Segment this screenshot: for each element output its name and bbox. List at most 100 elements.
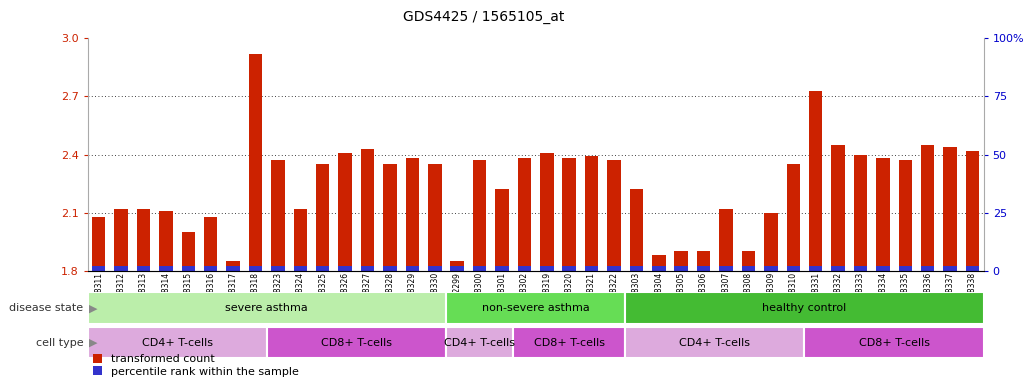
Text: CD8+ T-cells: CD8+ T-cells xyxy=(534,338,605,348)
Bar xyxy=(294,266,307,271)
Bar xyxy=(88,293,446,324)
Bar xyxy=(764,213,778,271)
Text: CD8+ T-cells: CD8+ T-cells xyxy=(321,338,391,348)
Bar xyxy=(428,164,442,271)
Text: CD8+ T-cells: CD8+ T-cells xyxy=(859,338,929,348)
Text: healthy control: healthy control xyxy=(762,303,847,313)
Text: severe asthma: severe asthma xyxy=(226,303,308,313)
Bar xyxy=(943,147,957,271)
Text: non-severe asthma: non-severe asthma xyxy=(482,303,589,313)
Bar xyxy=(360,266,374,271)
Bar xyxy=(518,159,531,271)
Bar xyxy=(227,266,240,271)
Bar xyxy=(114,209,128,271)
Bar xyxy=(877,266,890,271)
Bar xyxy=(267,327,446,358)
Bar xyxy=(271,161,284,271)
Bar xyxy=(227,261,240,271)
Bar xyxy=(360,149,374,271)
Bar xyxy=(652,255,665,271)
Bar xyxy=(787,266,800,271)
Bar xyxy=(181,232,195,271)
Bar xyxy=(513,327,625,358)
Bar xyxy=(831,145,845,271)
Text: disease state: disease state xyxy=(9,303,83,313)
Bar xyxy=(629,266,643,271)
Bar xyxy=(473,266,486,271)
Bar xyxy=(473,161,486,271)
Bar xyxy=(898,266,912,271)
Bar xyxy=(160,266,173,271)
Bar xyxy=(495,189,509,271)
Bar xyxy=(742,266,755,271)
Bar xyxy=(406,266,419,271)
Bar xyxy=(339,266,352,271)
Bar xyxy=(854,155,867,271)
Bar xyxy=(446,293,625,324)
Bar xyxy=(450,266,464,271)
Bar xyxy=(540,152,553,271)
Bar xyxy=(854,266,867,271)
Bar xyxy=(271,266,284,271)
Bar xyxy=(562,266,576,271)
Text: ▶: ▶ xyxy=(89,303,97,313)
Bar xyxy=(804,327,984,358)
Bar xyxy=(204,266,217,271)
Bar xyxy=(943,266,957,271)
Text: CD4+ T-cells: CD4+ T-cells xyxy=(680,338,750,348)
Bar xyxy=(383,266,397,271)
Bar xyxy=(204,217,217,271)
Bar xyxy=(629,189,643,271)
Bar xyxy=(428,266,442,271)
Bar xyxy=(450,261,464,271)
Bar xyxy=(446,327,513,358)
Bar xyxy=(249,266,263,271)
Bar xyxy=(518,266,531,271)
Bar xyxy=(675,266,688,271)
Bar xyxy=(809,266,822,271)
Bar xyxy=(160,211,173,271)
Bar xyxy=(608,161,621,271)
Text: cell type: cell type xyxy=(36,338,83,348)
Bar xyxy=(249,54,263,271)
Bar xyxy=(921,145,934,271)
Bar xyxy=(585,157,598,271)
Bar xyxy=(540,266,553,271)
Bar xyxy=(675,252,688,271)
Bar xyxy=(625,293,984,324)
Bar xyxy=(809,91,822,271)
Bar xyxy=(406,159,419,271)
Bar xyxy=(585,266,598,271)
Bar xyxy=(877,159,890,271)
Bar xyxy=(339,152,352,271)
Text: ▶: ▶ xyxy=(89,338,97,348)
Bar xyxy=(764,266,778,271)
Bar xyxy=(787,164,800,271)
Bar xyxy=(652,266,665,271)
Bar xyxy=(92,266,105,271)
Bar xyxy=(719,266,732,271)
Bar xyxy=(294,209,307,271)
Bar xyxy=(88,327,267,358)
Bar xyxy=(697,252,711,271)
Bar xyxy=(742,252,755,271)
Bar xyxy=(316,164,330,271)
Bar xyxy=(495,266,509,271)
Bar xyxy=(181,266,195,271)
Bar xyxy=(898,161,912,271)
Bar xyxy=(831,266,845,271)
Bar xyxy=(608,266,621,271)
Bar xyxy=(137,209,150,271)
Text: GDS4425 / 1565105_at: GDS4425 / 1565105_at xyxy=(404,10,564,23)
Bar xyxy=(383,164,397,271)
Bar xyxy=(966,266,980,271)
Bar xyxy=(921,266,934,271)
Bar xyxy=(92,217,105,271)
Bar xyxy=(697,266,711,271)
Legend: transformed count, percentile rank within the sample: transformed count, percentile rank withi… xyxy=(93,354,299,377)
Text: CD4+ T-cells: CD4+ T-cells xyxy=(142,338,212,348)
Bar xyxy=(137,266,150,271)
Bar xyxy=(114,266,128,271)
Bar xyxy=(966,151,980,271)
Bar xyxy=(719,209,732,271)
